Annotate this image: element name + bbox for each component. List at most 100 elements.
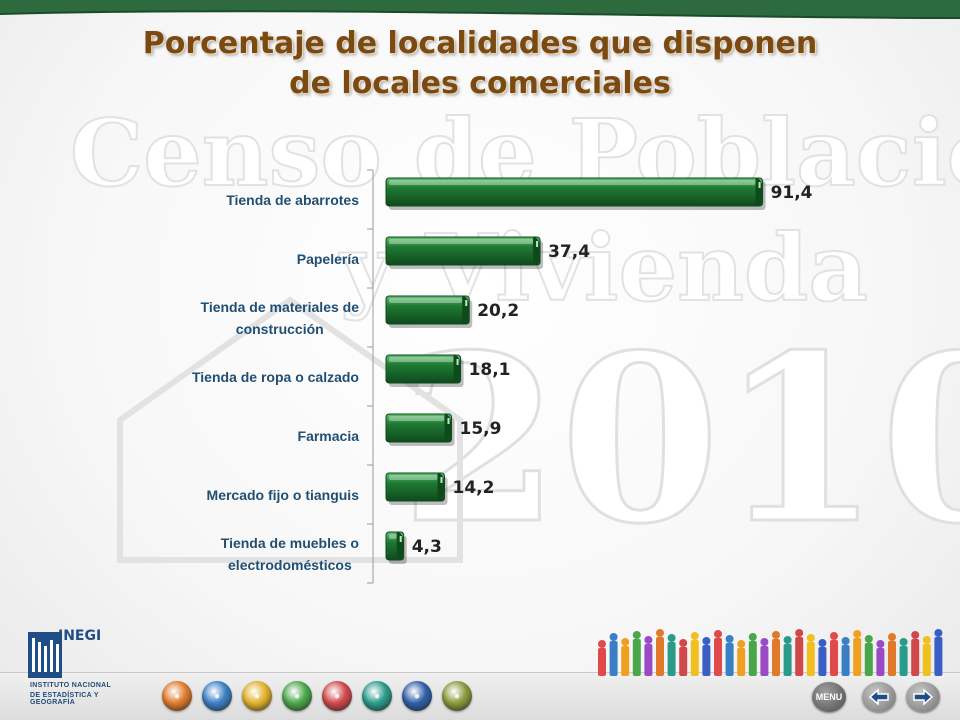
person-figure	[841, 637, 850, 676]
person-figure	[725, 635, 734, 676]
category-label-3: Tienda de materiales de construcción	[139, 296, 359, 340]
population-button[interactable]: ●	[162, 681, 192, 711]
category-text: Farmacia	[298, 425, 359, 447]
bar-3	[385, 295, 473, 328]
menu-button[interactable]: MENU	[812, 682, 846, 712]
person-figure	[934, 629, 943, 676]
person-figure	[853, 630, 862, 676]
person-figure	[714, 630, 722, 676]
inegi-logo	[28, 632, 62, 678]
person-figure	[911, 631, 920, 676]
family-icon: ●	[253, 690, 261, 702]
migration-button[interactable]: ●	[402, 681, 432, 711]
back-button[interactable]	[862, 682, 896, 712]
bar-2	[385, 236, 544, 269]
category-label-7: Tienda de muebles o electrodomésticos	[139, 532, 359, 576]
category-line: construcción	[235, 320, 324, 337]
value-label-1: 91,4	[771, 183, 813, 203]
person-figure	[864, 635, 873, 676]
home-services-icon: ●	[373, 690, 381, 702]
people-illustration	[598, 629, 943, 676]
category-line: Tienda de muebles o	[220, 534, 359, 551]
category-line: Mercado fijo o tianguis	[206, 486, 359, 503]
people-icon: ●	[293, 690, 301, 702]
person-figure	[656, 629, 664, 676]
person-figure	[598, 640, 606, 676]
person-figure	[690, 632, 699, 676]
category-label-1: Tienda de abarrotes	[139, 189, 359, 211]
arrow-left-icon	[868, 688, 889, 706]
watermark-year: 2010	[400, 305, 960, 575]
person-figure	[922, 636, 931, 676]
person-figure	[888, 633, 896, 676]
logo-line-2: DE ESTADÍSTICA Y GEOGRAFÍA	[30, 692, 99, 706]
category-line: Tienda de abarrotes	[226, 191, 359, 208]
person-figure	[632, 631, 641, 676]
category-line: electrodomésticos	[228, 556, 352, 573]
document-icon: ●	[453, 690, 461, 702]
info-icon: ●	[213, 690, 221, 702]
value-label-7: 4,3	[412, 537, 442, 557]
person-figure	[702, 637, 711, 676]
value-label-6: 14,2	[453, 478, 495, 498]
category-line: Farmacia	[297, 427, 359, 444]
title-line-2: de locales comerciales	[289, 66, 671, 101]
title-line-1: Porcentaje de localidades que disponen	[142, 26, 818, 61]
forward-button[interactable]	[906, 682, 940, 712]
value-label-4: 18,1	[469, 360, 511, 380]
category-label-4: Tienda de ropa o calzado	[139, 366, 359, 388]
category-label-5: Farmacia	[139, 425, 359, 447]
person-figure	[609, 633, 618, 676]
person-figure	[783, 636, 792, 676]
category-text: Tienda de muebles o electrodomésticos	[221, 532, 359, 576]
bar-5	[385, 413, 455, 446]
category-line: Papelería	[296, 250, 359, 267]
logo-brand: INEGI	[58, 628, 102, 644]
logo-line-1: INSTITUTO NACIONAL	[30, 682, 112, 689]
menu-label: MENU	[815, 692, 843, 702]
person-figure	[899, 638, 908, 676]
house-button[interactable]: ●	[322, 681, 352, 711]
value-label-3: 20,2	[477, 301, 519, 321]
people-button[interactable]: ●	[282, 681, 312, 711]
value-label-2: 37,4	[548, 242, 590, 262]
person-figure	[621, 638, 630, 676]
category-label-2: Papelería	[139, 248, 359, 270]
house-icon: ●	[333, 690, 341, 702]
document-button[interactable]: ●	[442, 681, 472, 711]
category-line: Tienda de materiales de	[200, 298, 359, 315]
person-figure	[737, 640, 746, 676]
population-icon: ●	[173, 690, 181, 702]
person-figure	[830, 632, 838, 676]
category-text: Tienda de abarrotes	[226, 189, 359, 211]
person-figure	[772, 631, 780, 676]
migration-icon: ●	[413, 690, 421, 702]
category-text: Tienda de materiales de construcción	[201, 296, 359, 340]
category-text: Papelería	[297, 248, 359, 270]
category-text: Tienda de ropa o calzado	[192, 366, 359, 388]
bar-6	[385, 472, 448, 505]
watermark-line2: y Vivienda	[338, 214, 868, 322]
family-button[interactable]: ●	[242, 681, 272, 711]
chart-title: Porcentaje de localidades que disponen d…	[80, 24, 880, 104]
bar-1	[385, 177, 766, 210]
person-figure	[806, 634, 815, 676]
person-figure	[818, 639, 827, 676]
bar-4	[385, 354, 464, 387]
category-label-6: Mercado fijo o tianguis	[139, 484, 359, 506]
person-figure	[876, 640, 885, 676]
person-figure	[795, 629, 804, 676]
info-button[interactable]: ●	[202, 681, 232, 711]
home-services-button[interactable]: ●	[362, 681, 392, 711]
person-figure	[667, 634, 676, 676]
person-figure	[679, 639, 688, 676]
value-label-5: 15,9	[460, 419, 502, 439]
top-decoration	[0, 0, 960, 19]
category-line: Tienda de ropa o calzado	[191, 368, 359, 385]
person-figure	[644, 636, 653, 676]
person-figure	[748, 633, 757, 676]
category-text: Mercado fijo o tianguis	[207, 484, 359, 506]
